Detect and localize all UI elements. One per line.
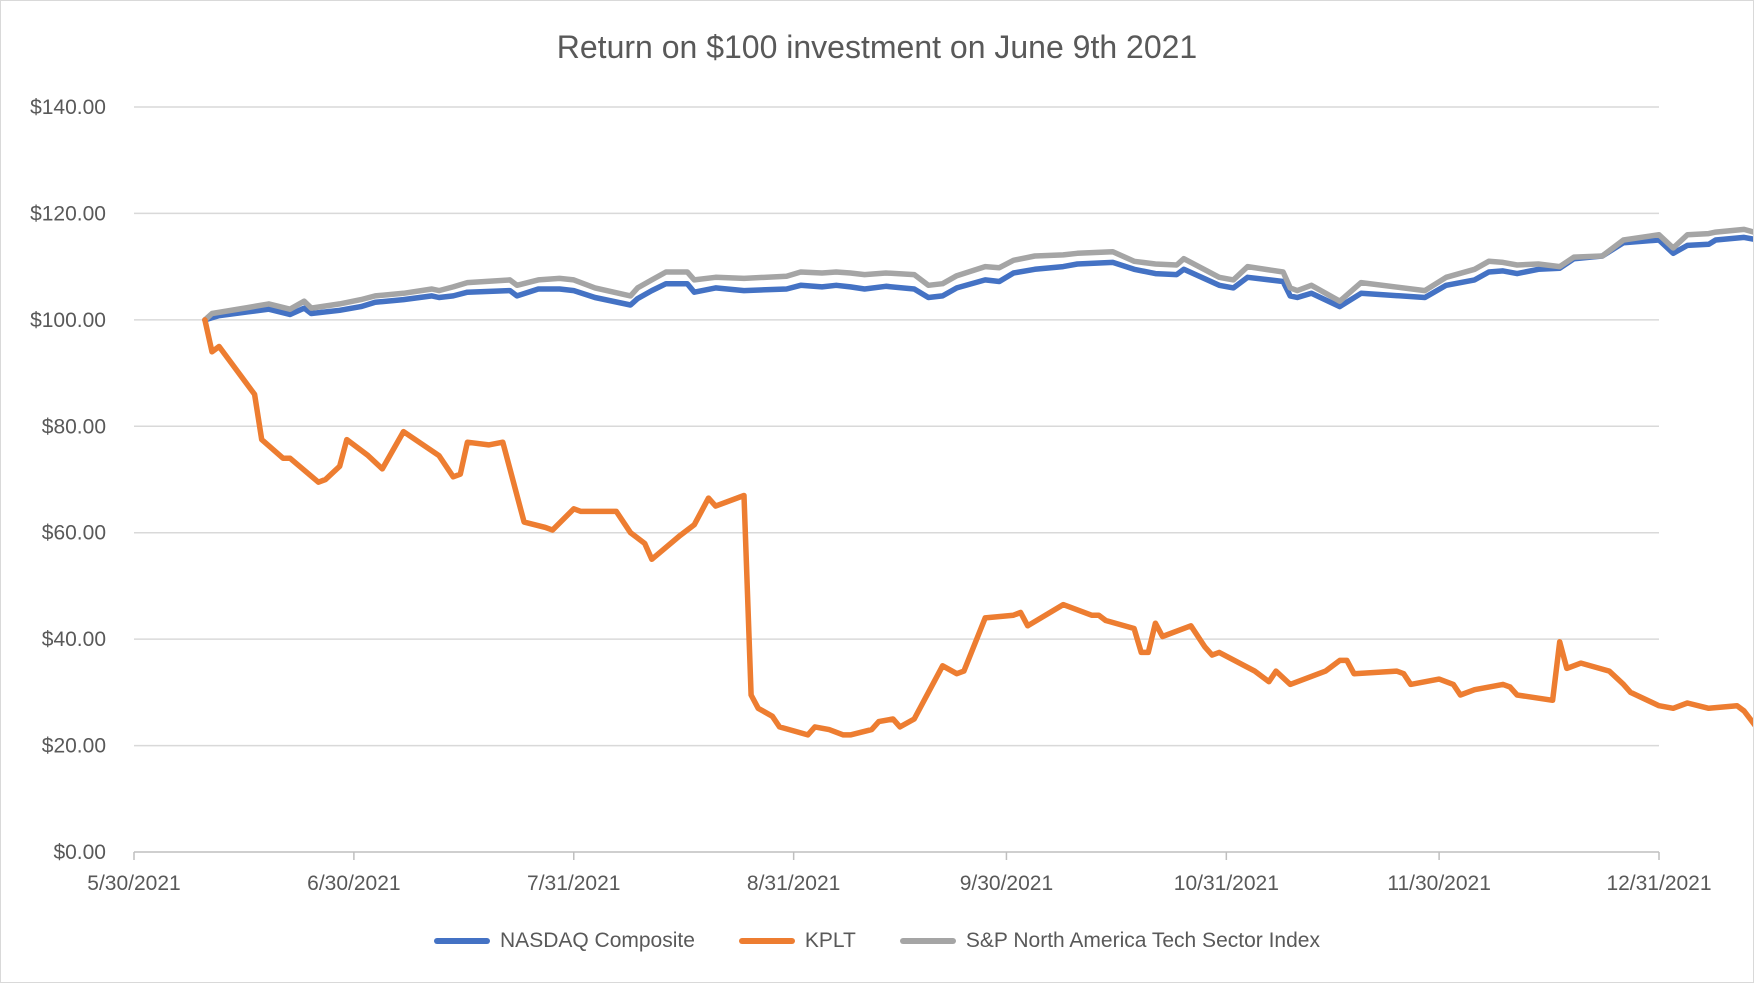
legend-label: KPLT [804,929,856,952]
legend-item: KPLT [738,929,856,953]
series-lines [202,226,1753,738]
y-tick-label: $0.00 [53,841,106,864]
x-tick-label: 6/30/2021 [307,872,400,895]
y-tick-label: $60.00 [42,522,106,545]
y-tick-label: $100.00 [30,309,106,332]
x-tick-label: 5/30/2021 [87,872,180,895]
series-line-nasdaq-composite [202,234,1753,323]
y-tick-label: $80.00 [42,415,106,438]
series-line-s-p-north-america-tech-sector-index [202,226,1753,323]
gridlines [134,106,1659,747]
legend-item: NASDAQ Composite [434,929,695,953]
legend-swatch [434,938,491,944]
chart-title: Return on $100 investment on June 9th 20… [556,29,1198,65]
y-tick-label: $140.00 [30,96,106,119]
y-tick-label: $20.00 [42,735,106,758]
series-line-kplt [202,317,1753,738]
y-tick-label: $120.00 [30,202,106,225]
legend-item: S&P North America Tech Sector Index [899,929,1320,953]
x-tick-label: 11/30/2021 [1387,872,1491,895]
x-tick-label: 8/31/2021 [747,872,840,895]
legend-swatch [738,938,795,944]
legend-label: S&P North America Tech Sector Index [965,929,1320,952]
x-tick-label: 7/31/2021 [527,872,620,895]
axes: $0.00 $20.00 $40.00 $60.00 $80.00 $100.00 $120… [30,96,1711,895]
legend: NASDAQ Composite KPLT S&P North America Te… [1,929,1753,953]
x-tick-label: 9/30/2021 [960,872,1053,895]
y-tick-label: $40.00 [42,628,106,651]
legend-swatch [899,938,956,944]
legend-label: NASDAQ Composite [500,929,695,952]
x-tick-label: 10/31/2021 [1174,872,1279,895]
x-tick-label: 12/31/2021 [1606,872,1711,895]
